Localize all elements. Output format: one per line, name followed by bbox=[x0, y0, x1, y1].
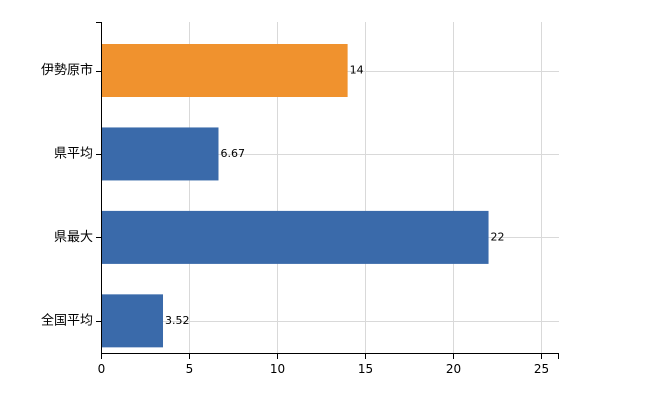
x-tick-label-3: 15 bbox=[358, 362, 373, 376]
category-label-1: 県平均 bbox=[54, 146, 93, 161]
bar-0 bbox=[101, 44, 348, 97]
labels: 伊勢原市 14 県平均 6.67 県最大 22 全国平均 3.52 0 5 10 15 20 25 bbox=[41, 62, 549, 376]
category-label-3: 全国平均 bbox=[41, 312, 93, 328]
data-label-0: 14 bbox=[350, 64, 364, 77]
bar-2 bbox=[101, 210, 489, 264]
axes bbox=[96, 22, 559, 359]
data-label-1: 6.67 bbox=[220, 147, 245, 160]
category-label-2: 県最大 bbox=[54, 230, 93, 245]
data-label-2: 22 bbox=[491, 230, 505, 243]
bar-3 bbox=[101, 294, 164, 348]
data-label-3: 3.52 bbox=[165, 314, 190, 327]
x-tick-label-5: 25 bbox=[534, 362, 549, 376]
category-label-0: 伊勢原市 bbox=[41, 62, 93, 78]
x-tick-label-2: 10 bbox=[270, 362, 285, 376]
bars bbox=[101, 44, 489, 348]
bar-1 bbox=[101, 127, 219, 181]
x-tick-label-4: 20 bbox=[446, 362, 461, 376]
x-tick-label-1: 5 bbox=[186, 362, 194, 376]
x-tick-label-0: 0 bbox=[98, 362, 106, 376]
